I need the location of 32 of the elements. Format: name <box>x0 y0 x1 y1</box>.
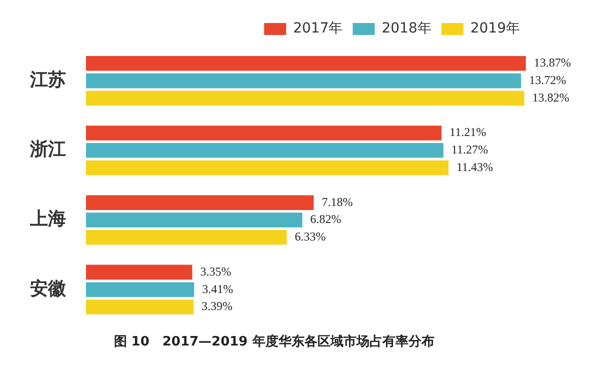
bar <box>86 56 526 71</box>
bar <box>86 73 522 88</box>
y-tick-label: 江苏 <box>29 69 66 90</box>
data-label: 3.35% <box>200 264 232 278</box>
bar <box>86 195 314 210</box>
bar <box>86 212 302 228</box>
data-label: 11.21% <box>450 125 486 140</box>
bar <box>86 126 442 140</box>
data-label: 13.87% <box>534 56 571 70</box>
data-label: 7.18% <box>322 194 353 209</box>
text: 图 10 2017—2019 年度华东各区域市场占有率分布 <box>114 334 434 350</box>
bar <box>86 282 194 297</box>
data-label: 3.39% <box>202 299 233 314</box>
data-label: 6.82% <box>310 212 342 226</box>
bar <box>86 160 448 176</box>
data-label: 13.72% <box>529 72 566 87</box>
data-label: 13.82% <box>532 90 570 104</box>
data-label: 11.27% <box>451 142 488 157</box>
y-tick-label: 上海 <box>29 208 66 230</box>
y-tick-label: 安徽 <box>30 278 67 300</box>
bar <box>86 230 287 245</box>
legend-label: 2018年 <box>382 20 432 37</box>
bar <box>86 300 194 314</box>
legend-label: 2019年 <box>470 20 520 37</box>
data-label: 11.43% <box>456 160 494 174</box>
data-label: 6.33% <box>294 230 326 244</box>
bar <box>86 264 192 280</box>
legend-label: 2017年 <box>293 20 343 37</box>
y-tick-label: 浙江 <box>29 139 66 160</box>
bar <box>86 90 524 106</box>
data-label: 3.41% <box>202 282 234 296</box>
bar <box>86 143 444 158</box>
